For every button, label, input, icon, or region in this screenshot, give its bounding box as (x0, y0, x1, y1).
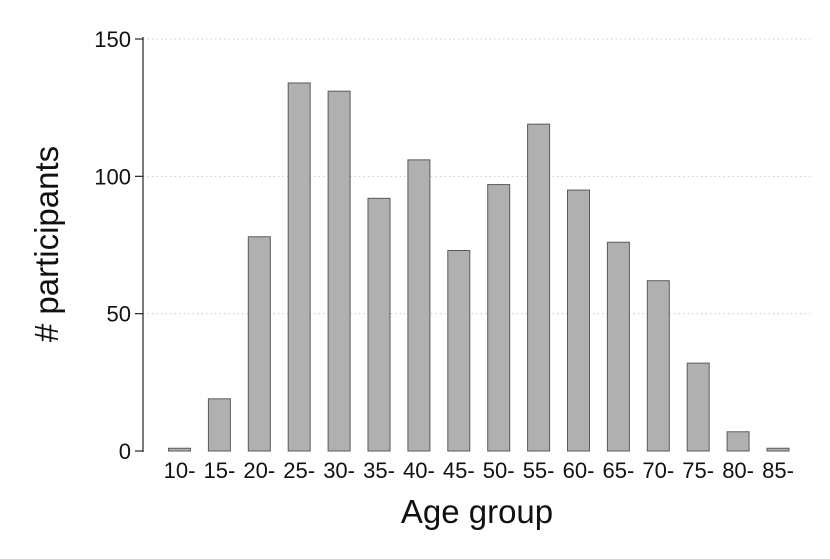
y-axis-title: # participants (28, 146, 65, 342)
x-tick-label: 20- (243, 458, 275, 483)
y-tick-label: 150 (94, 27, 131, 52)
bar (487, 184, 511, 452)
x-tick-label: 50- (483, 458, 515, 483)
bar (646, 280, 670, 452)
bar (367, 197, 391, 452)
bar (407, 159, 431, 452)
y-tick-label: 50 (107, 302, 131, 327)
bar (327, 90, 351, 452)
x-tick-label: 75- (682, 458, 714, 483)
bar (527, 123, 551, 452)
bar (247, 236, 271, 452)
y-ticks: 0 50 100 150 (94, 27, 143, 464)
x-tick-label: 80- (722, 458, 754, 483)
bar (447, 249, 471, 452)
gridlines (143, 38, 810, 315)
bars (168, 82, 790, 452)
x-tick-label: 30- (323, 458, 355, 483)
bar (686, 362, 710, 452)
x-tick-label: 10- (164, 458, 196, 483)
x-tick-label: 55- (523, 458, 555, 483)
bar (766, 447, 790, 452)
x-axis-title: Age group (401, 493, 553, 530)
x-tick-label: 35- (363, 458, 395, 483)
x-tick-label: 60- (563, 458, 595, 483)
x-tick-label: 70- (642, 458, 674, 483)
bar (726, 431, 750, 452)
x-tick-label: 40- (403, 458, 435, 483)
x-tick-label: 85- (762, 458, 794, 483)
x-tick-label: 45- (443, 458, 475, 483)
bar (287, 82, 311, 452)
x-tick-label: 15- (204, 458, 236, 483)
y-tick-label: 100 (94, 164, 131, 189)
bar (168, 447, 191, 452)
x-tick-label: 25- (283, 458, 315, 483)
bar (606, 241, 630, 452)
x-tick-label: 65- (603, 458, 635, 483)
bar (207, 398, 231, 452)
y-tick-label: 0 (119, 439, 131, 464)
bar (567, 189, 590, 452)
x-ticks: 10- 15- 20- 25- 30- 35- 40- 45- 50- 55- 60- 65- 70- 7… (164, 458, 794, 483)
